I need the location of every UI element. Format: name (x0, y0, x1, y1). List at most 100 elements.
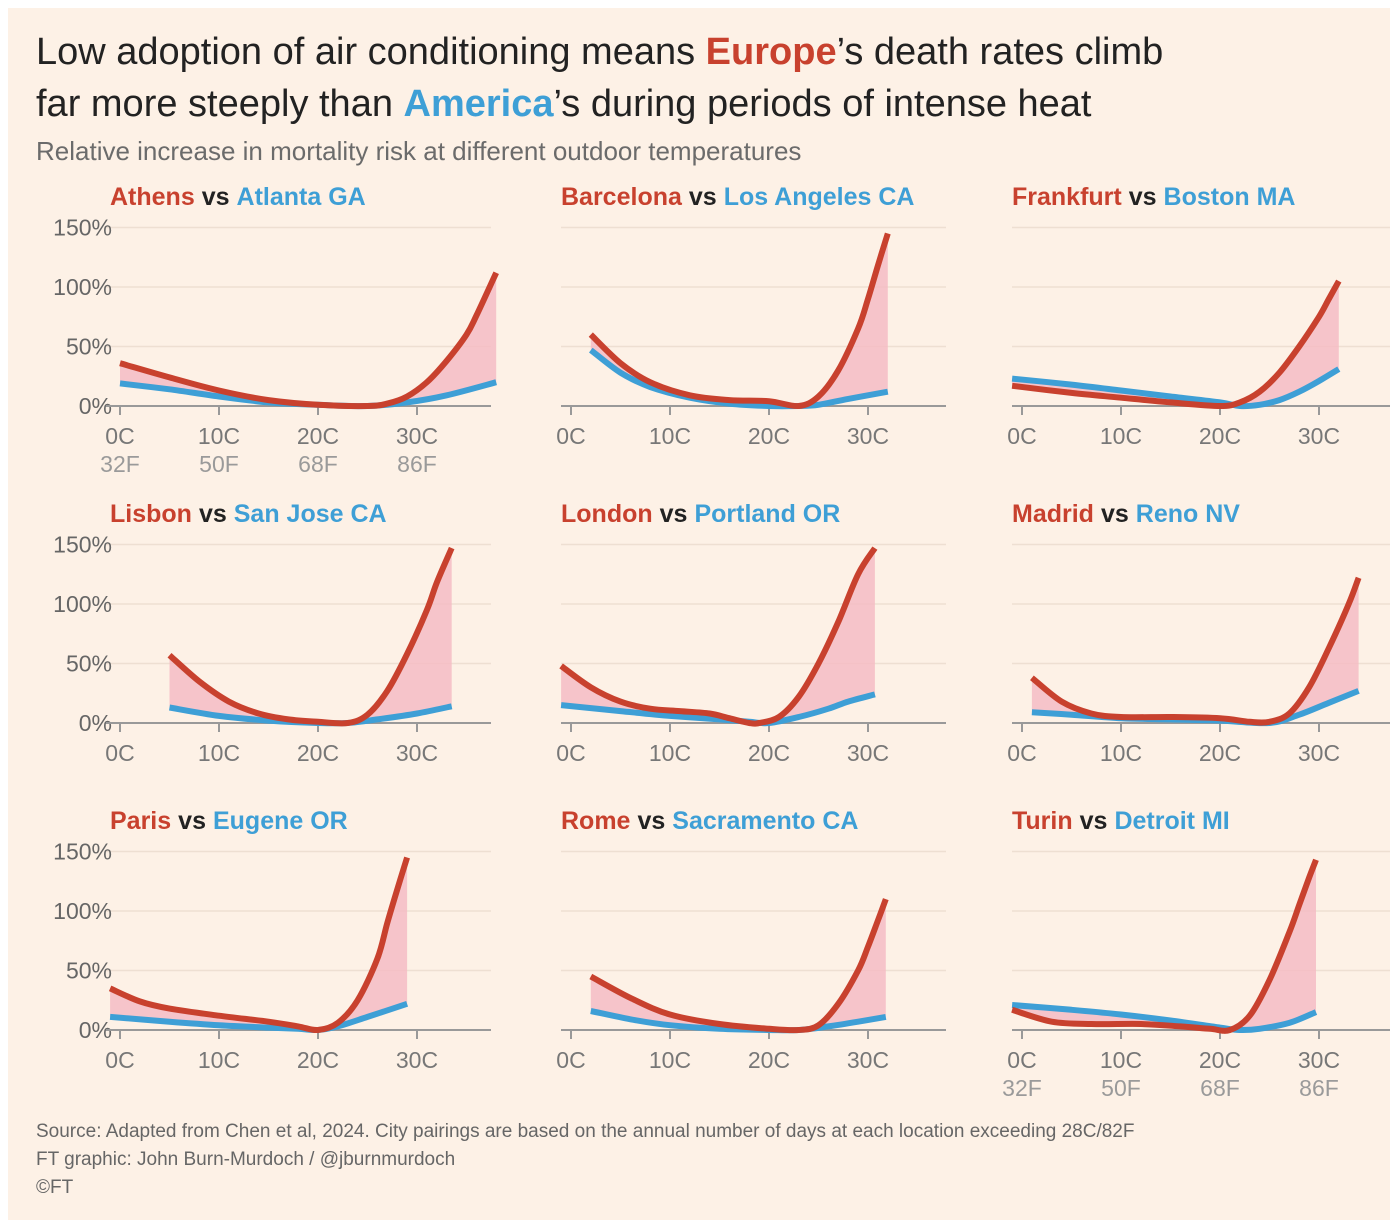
panel-title-vs: vs (689, 183, 717, 211)
x-tick-label-fahrenheit: 50F (1101, 1075, 1141, 1101)
panel-3: Frankfurt vs Boston MA 0C 10C 20C 30C (1007, 183, 1390, 449)
y-tick-label: 150% (53, 839, 112, 865)
y-tick-label: 50% (66, 334, 112, 360)
panel-title-vs: vs (660, 500, 688, 528)
panel-title-vs: vs (178, 807, 206, 835)
panel-title-europe-city: Barcelona (561, 183, 683, 211)
series-line-los-angeles-ca (588, 347, 889, 410)
panel-title-europe-city: Frankfurt (1012, 183, 1122, 211)
panel-title: London vs Portland OR (561, 500, 840, 528)
panel-title: Athens vs Atlanta GA (110, 183, 366, 211)
x-tick-label: 10C (649, 1047, 691, 1073)
panel-title-europe-city: Athens (110, 183, 195, 211)
x-tick-label-fahrenheit: 86F (397, 451, 437, 477)
x-tick-label: 0C (556, 423, 585, 449)
panel-title-vs: vs (1129, 183, 1157, 211)
panel-8: Rome vs Sacramento CA 0C 10C 20C 30C (556, 807, 946, 1073)
panel-title-us-city: San Jose CA (234, 500, 387, 528)
series-line-frankfurt (1011, 279, 1342, 409)
panel-title-us-city: Eugene OR (213, 807, 348, 835)
series-line-madrid (1029, 576, 1362, 726)
chart-title: Low adoption of air conditioning means E… (36, 26, 1376, 130)
panel-title: Frankfurt vs Boston MA (1012, 183, 1295, 211)
x-tick-label: 20C (1199, 740, 1241, 766)
source-note: Source: Adapted from Chen et al, 2024. C… (36, 1118, 1134, 1202)
x-tick-label: 0C (556, 1047, 585, 1073)
small-multiples-chart: Athens vs Atlanta GA150%100%50%0%0C32F10C5… (53, 183, 1390, 1101)
panel-title-us-city: Boston MA (1164, 183, 1296, 211)
panel-title-us-city: Atlanta GA (237, 183, 366, 211)
panel-title: Paris vs Eugene OR (110, 807, 348, 835)
panel-title-europe-city: Rome (561, 807, 631, 835)
x-tick-label: 30C (396, 740, 438, 766)
panel-5: London vs Portland OR 0C 10C 20C 30C (556, 500, 946, 766)
x-tick-label-fahrenheit: 32F (1002, 1075, 1042, 1101)
x-tick-label: 20C (297, 1047, 339, 1073)
credit-text: FT graphic: John Burn-Murdoch / @jburnmu… (36, 1149, 456, 1170)
y-tick-label: 150% (53, 532, 112, 558)
x-tick-label-fahrenheit: 50F (199, 451, 239, 477)
x-tick-label: 0C (105, 423, 134, 449)
panel-title-us-city: Sacramento CA (672, 807, 858, 835)
x-tick-label-fahrenheit: 32F (100, 451, 140, 477)
series-line-athens (119, 271, 499, 410)
title-part-2: ’s death rates climb (836, 31, 1164, 73)
gap-area (1012, 281, 1339, 407)
title-europe: Europe (705, 31, 837, 73)
panel-title-vs: vs (1101, 500, 1129, 528)
panel-title-europe-city: Lisbon (110, 500, 192, 528)
panel-title-europe-city: London (561, 500, 653, 528)
x-tick-label-fahrenheit: 68F (1200, 1075, 1240, 1101)
x-tick-label: 30C (847, 1047, 889, 1073)
x-tick-label: 30C (396, 423, 438, 449)
panel-title: Rome vs Sacramento CA (561, 807, 858, 835)
chart-subtitle: Relative increase in mortality risk at d… (36, 136, 802, 166)
panel-6: Madrid vs Reno NV 0C 10C 20C 30C (1007, 500, 1390, 766)
panel-title-us-city: Portland OR (694, 500, 840, 528)
panel-title: Madrid vs Reno NV (1012, 500, 1240, 528)
gap-area (169, 548, 452, 724)
panel-title-vs: vs (1080, 807, 1108, 835)
x-tick-label: 20C (1199, 423, 1241, 449)
panel-title-vs: vs (199, 500, 227, 528)
x-tick-label: 0C (105, 740, 134, 766)
series-line-lisbon (167, 546, 455, 727)
panel-title-vs: vs (202, 183, 230, 211)
gap-area (120, 272, 497, 407)
x-tick-label: 0C (1007, 423, 1036, 449)
x-tick-label: 20C (748, 423, 790, 449)
y-tick-label: 50% (66, 958, 112, 984)
chart-card: Low adoption of air conditioning means E… (8, 8, 1390, 1220)
series-line-rome (589, 898, 889, 1034)
series-line-paris (108, 856, 410, 1034)
x-tick-label: 10C (198, 740, 240, 766)
y-tick-label: 100% (53, 591, 112, 617)
panel-title-europe-city: Madrid (1012, 500, 1094, 528)
panel-title: Lisbon vs San Jose CA (110, 500, 387, 528)
x-tick-label: 0C (1007, 1047, 1036, 1073)
x-tick-label: 30C (847, 740, 889, 766)
panel-title: Barcelona vs Los Angeles CA (561, 183, 914, 211)
x-tick-label: 10C (649, 740, 691, 766)
x-tick-label: 20C (748, 1047, 790, 1073)
title-part-4: ’s during periods of intense heat (553, 83, 1092, 125)
title-part-3: far more steeply than (36, 83, 404, 125)
panel-title-us-city: Reno NV (1136, 500, 1241, 528)
x-tick-label: 0C (105, 1047, 134, 1073)
x-tick-label: 20C (297, 423, 339, 449)
copyright-text: ©FT (36, 1177, 74, 1198)
panel-title-europe-city: Turin (1012, 807, 1073, 835)
y-tick-label: 100% (53, 898, 112, 924)
gap-area (590, 233, 888, 407)
x-tick-label: 30C (396, 1047, 438, 1073)
gap-area (590, 899, 886, 1031)
x-tick-label: 10C (1100, 423, 1142, 449)
title-part-1: Low adoption of air conditioning means (36, 31, 706, 73)
series-line-boston-ma (1011, 366, 1341, 410)
y-tick-label: 100% (53, 274, 112, 300)
x-tick-label: 10C (198, 1047, 240, 1073)
source-text: Source: Adapted from Chen et al, 2024. C… (36, 1121, 1135, 1142)
x-tick-label: 10C (198, 423, 240, 449)
panel-title-us-city: Los Angeles CA (724, 183, 915, 211)
